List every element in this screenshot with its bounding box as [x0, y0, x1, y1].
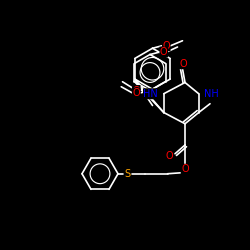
Text: O: O	[181, 164, 189, 174]
Text: O: O	[179, 59, 187, 69]
Text: O: O	[160, 47, 168, 57]
Text: O: O	[132, 88, 140, 98]
Text: S: S	[124, 169, 130, 179]
Text: NH: NH	[204, 89, 219, 99]
Text: O: O	[166, 151, 173, 161]
Text: O: O	[162, 41, 170, 51]
Text: HN: HN	[144, 89, 158, 99]
Text: O: O	[132, 86, 140, 96]
